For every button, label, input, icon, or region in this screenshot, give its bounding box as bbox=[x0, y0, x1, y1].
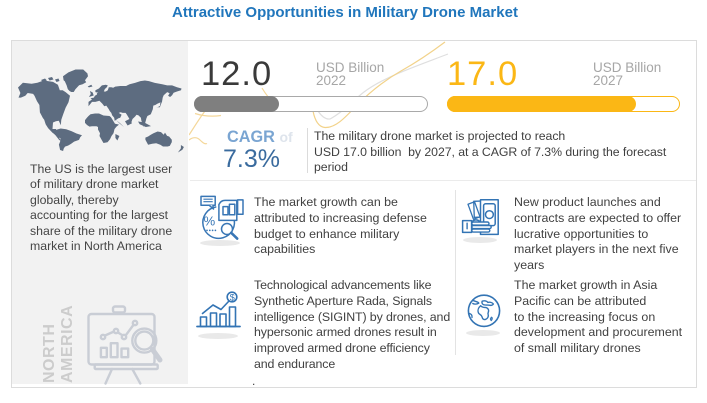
svg-text:$: $ bbox=[230, 293, 235, 303]
svg-text:%: % bbox=[204, 214, 216, 229]
